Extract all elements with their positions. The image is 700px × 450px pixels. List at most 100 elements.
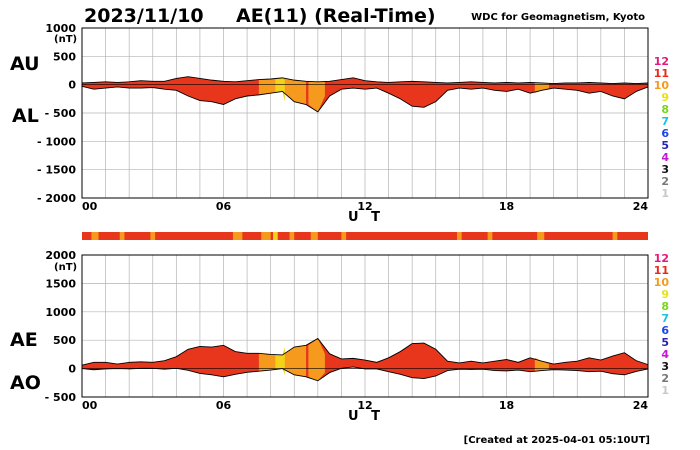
level-strip-bar <box>82 232 648 240</box>
au-label: AU <box>10 53 40 75</box>
au-al-activity-accent <box>534 82 549 94</box>
al-label: AL <box>12 105 39 127</box>
level-legend-item: 8 <box>661 300 669 313</box>
level-legend-item: 11 <box>654 264 669 277</box>
ae-ao-activity-accent <box>534 357 549 372</box>
au-al-x-tick-label: 00 <box>82 200 98 213</box>
ae-ao-x-tick-label: 06 <box>216 399 232 412</box>
au-al-x-axis-label: U T <box>348 210 384 225</box>
au-al-panel: 1000 500 0 - 500 - 1000 - 1500 - 2000 00 06 12 18… <box>10 22 649 225</box>
level-legend-item: 7 <box>661 312 669 325</box>
level-strip-segment <box>119 232 125 240</box>
level-legend-item: 4 <box>661 151 669 164</box>
au-al-x-tick-label: 18 <box>499 200 514 213</box>
level-legend-item: 10 <box>654 79 670 92</box>
au-al-au-series-line <box>81 76 649 84</box>
ae-ao-y-tick-label: 1000 <box>45 306 76 319</box>
ae-ao-x-tick-label: 18 <box>499 399 514 412</box>
ae-ao-y-ticks: 2000 1500 1000 500 0 - 500 <box>45 249 77 404</box>
ae-ao-activity-accent <box>308 338 325 381</box>
ae-ao-y-tick-label: 2000 <box>45 249 76 262</box>
level-strip-segment <box>150 232 156 240</box>
au-al-y-tick-label: 1000 <box>45 22 76 35</box>
au-al-y-ticks: 1000 500 0 - 500 - 1000 - 1500 - 2000 <box>37 22 76 205</box>
ae-ao-y-tick-label: 1500 <box>45 277 76 290</box>
level-legend-item: 1 <box>661 187 669 200</box>
level-strip-segment <box>91 232 99 240</box>
ae-ao-ae-series-line <box>81 337 649 366</box>
level-legend-item: 2 <box>661 175 669 188</box>
au-al-frame <box>81 27 649 199</box>
au-al-activity-accent <box>308 81 325 112</box>
created-timestamp: [Created at 2025-04-01 05:10UT] <box>464 435 650 446</box>
au-al-y-tick-label: - 2000 <box>37 192 76 205</box>
au-al-y-tick-label: - 1500 <box>37 164 76 177</box>
ae-ao-activity-accent <box>275 347 285 375</box>
au-al-y-tick-label: 0 <box>68 79 76 92</box>
level-legend-item: 12 <box>654 252 669 265</box>
level-legend-item: 6 <box>661 127 669 140</box>
date-label: 2023/11/10 <box>84 5 204 27</box>
activity-level-strip <box>82 232 648 240</box>
level-legend-item: 5 <box>661 336 669 349</box>
level-legend-item: 9 <box>661 288 669 301</box>
level-strip-segment <box>612 232 618 240</box>
au-al-envelope-area <box>82 76 648 112</box>
au-al-y-tick-label: 500 <box>53 50 76 63</box>
level-legend-item: 5 <box>661 139 669 152</box>
ae-ao-x-tick-label: 24 <box>633 399 649 412</box>
au-al-activity-accent <box>275 77 285 102</box>
level-legend-item: 8 <box>661 103 669 116</box>
level-legend-item: 6 <box>661 324 669 337</box>
au-al-activity-accent <box>258 77 307 112</box>
ae-label: AE <box>10 329 38 351</box>
source-label: WDC for Geomagnetism, Kyoto <box>471 12 645 23</box>
level-legend-item: 1 <box>661 384 669 397</box>
level-legend-item: 4 <box>661 348 669 361</box>
ae-ao-x-tick-label: 12 <box>357 399 372 412</box>
level-strip-segment <box>537 232 545 240</box>
level-legend-item: 9 <box>661 91 669 104</box>
au-al-x-tick-label: 24 <box>633 200 649 213</box>
au-al-y-tick-label: - 1000 <box>37 135 76 148</box>
au-al-x-tick-label: 12 <box>357 200 372 213</box>
ae-ao-envelope-area <box>82 338 648 381</box>
ao-label: AO <box>10 372 41 394</box>
level-strip-segment <box>341 232 347 240</box>
ae-ao-frame <box>81 254 649 398</box>
level-strip-segment <box>487 232 493 240</box>
au-al-x-tick-label: 06 <box>216 200 232 213</box>
ae-ao-x-axis-label: U T <box>348 409 384 424</box>
ae-ao-y-tick-label: - 500 <box>45 391 77 404</box>
level-legend-item: 12 <box>654 55 669 68</box>
ae-ao-y-tick-label: 0 <box>68 363 76 376</box>
ae-ao-y-tick-label: 500 <box>53 334 76 347</box>
level-strip-segment <box>273 232 278 240</box>
level-strip-segment <box>310 232 318 240</box>
level-legend-item: 7 <box>661 115 669 128</box>
ae-ao-panel: 2000 1500 1000 500 0 - 500 00 06 12 18 24 (nT) AE… <box>10 249 649 424</box>
ae-ao-areas <box>81 337 649 382</box>
au-al-al-series-line <box>81 85 649 113</box>
level-strip-segment <box>289 232 295 240</box>
au-al-areas <box>81 76 649 113</box>
level-legend-item: 2 <box>661 372 669 385</box>
level-strip-segment <box>232 232 243 240</box>
level-strip-segment <box>261 232 271 240</box>
ae-ao-grid <box>82 254 648 398</box>
chart-title: AE(11) (Real-Time) <box>236 5 436 27</box>
level-legend-item: 11 <box>654 67 669 80</box>
ae-ao-x-tick-label: 00 <box>82 399 98 412</box>
level-legend-item: 10 <box>654 276 670 289</box>
au-al-y-tick-label: - 500 <box>45 107 77 120</box>
level-legend-item: 3 <box>661 360 669 373</box>
level-legend-item: 3 <box>661 163 669 176</box>
au-al-x-ticks: 00 06 12 18 24 <box>82 200 648 213</box>
au-al-unit: (nT) <box>54 34 77 45</box>
ae-ao-x-ticks: 00 06 12 18 24 <box>82 399 648 412</box>
ae-ao-unit: (nT) <box>54 262 77 273</box>
